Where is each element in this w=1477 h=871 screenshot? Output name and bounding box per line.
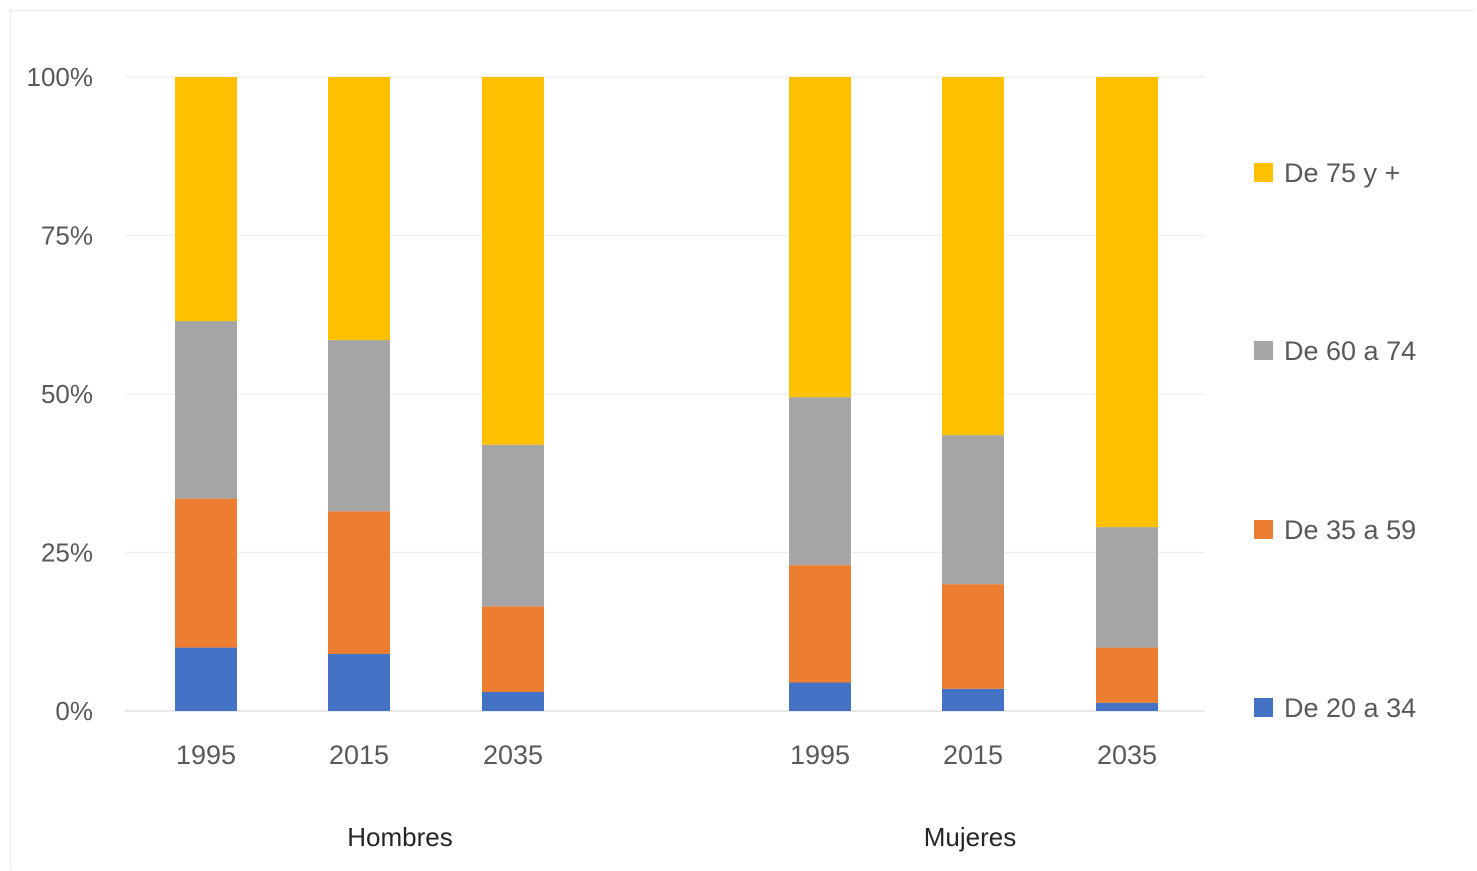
bar-segment — [789, 77, 851, 398]
x-tick-label: 1995 — [176, 740, 236, 770]
legend-swatch — [1254, 341, 1273, 360]
x-group-label: Mujeres — [924, 822, 1016, 852]
legend-label: De 75 y + — [1284, 158, 1400, 188]
legend-label: De 20 a 34 — [1284, 693, 1416, 723]
bar-segment — [1096, 702, 1158, 711]
x-tick-label: 2035 — [483, 740, 543, 770]
bar-segment — [482, 77, 544, 445]
y-tick-label: 25% — [41, 538, 93, 568]
bar-segment — [175, 498, 237, 648]
bar-segment — [789, 397, 851, 566]
x-tick-label: 1995 — [790, 740, 850, 770]
bar-segment — [789, 682, 851, 711]
bar-segment — [328, 511, 390, 654]
y-tick-label: 50% — [41, 379, 93, 409]
bar-segment — [175, 321, 237, 499]
bar-segment — [328, 77, 390, 341]
bar-segment — [482, 691, 544, 711]
bar-segment — [328, 653, 390, 711]
bar-segment — [175, 77, 237, 322]
legend-swatch — [1254, 698, 1273, 717]
legend-label: De 60 a 74 — [1284, 336, 1416, 366]
x-tick-label: 2015 — [943, 740, 1003, 770]
y-tick-label: 75% — [41, 221, 93, 251]
legend: De 75 y + De 60 a 74 De 35 a 59 De 20 a 34 — [1254, 158, 1416, 723]
bar-segment — [942, 584, 1004, 689]
y-tick-label: 0% — [55, 696, 93, 726]
bar-segment — [942, 688, 1004, 711]
bar-segment — [1096, 527, 1158, 648]
legend-swatch — [1254, 520, 1273, 539]
bar-segment — [942, 77, 1004, 436]
y-tick-label: 100% — [27, 62, 94, 92]
bar-segment — [482, 444, 544, 607]
gridlines — [125, 76, 1205, 712]
bars — [175, 77, 1158, 711]
legend-swatch — [1254, 163, 1273, 182]
x-tick-label: 2035 — [1097, 740, 1157, 770]
bar-segment — [789, 565, 851, 683]
bar-segment — [1096, 77, 1158, 528]
y-axis: 0% 25% 50% 75% 100% — [27, 62, 94, 726]
x-axis: 1995 2015 2035 Hombres 1995 2015 2035 Mujeres — [176, 740, 1157, 852]
bar-segment — [482, 606, 544, 692]
chart-frame — [10, 10, 1474, 868]
x-group-label: Hombres — [347, 822, 452, 852]
bar-segment — [1096, 647, 1158, 703]
bar-segment — [942, 435, 1004, 585]
legend-label: De 35 a 59 — [1284, 515, 1416, 545]
x-tick-label: 2015 — [329, 740, 389, 770]
bar-segment — [175, 647, 237, 711]
bar-segment — [328, 340, 390, 512]
